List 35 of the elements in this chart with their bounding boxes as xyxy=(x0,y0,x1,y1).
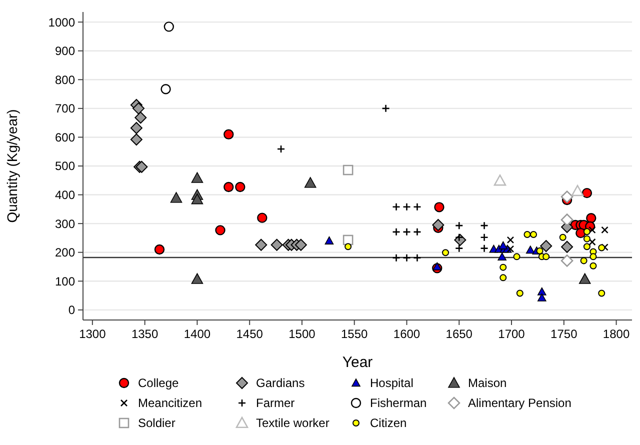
legend-label: Textile worker xyxy=(256,416,330,430)
legend-label: Alimentary Pension xyxy=(468,396,572,410)
x-tick-label: 1700 xyxy=(498,327,526,341)
legend-label: Maison xyxy=(468,376,507,390)
legend-label: College xyxy=(138,376,180,390)
legend-label: Soldier xyxy=(138,416,176,430)
x-axis-title: Year xyxy=(342,354,373,371)
y-tick-label: 600 xyxy=(54,130,76,144)
x-tick-label: 1500 xyxy=(288,327,316,341)
y-tick-label: 1000 xyxy=(48,15,76,30)
legend-label: Farmer xyxy=(256,396,295,410)
legend-label: Hospital xyxy=(370,376,414,390)
y-axis-title: Quantity (Kg/year) xyxy=(4,109,20,223)
y-tick-label: 900 xyxy=(54,44,76,58)
legend-label: Fisherman xyxy=(370,396,427,410)
x-tick-label: 1750 xyxy=(550,327,578,341)
legend-label: Meancitizen xyxy=(138,396,202,410)
x-tick-label: 1300 xyxy=(79,327,106,341)
y-tick-label: 100 xyxy=(54,274,76,288)
x-tick-label: 1650 xyxy=(446,327,473,341)
legend-label: Citizen xyxy=(370,416,407,430)
y-tick-label: 300 xyxy=(54,216,76,231)
x-tick-label: 1350 xyxy=(131,327,158,341)
x-tick-label: 1400 xyxy=(184,327,211,341)
x-tick-label: 1600 xyxy=(393,327,420,341)
legend-label: Gardians xyxy=(256,376,305,390)
y-tick-label: 500 xyxy=(54,159,76,174)
y-tick-label: 800 xyxy=(54,72,76,87)
x-tick-label: 1550 xyxy=(341,327,368,341)
y-tick-label: 400 xyxy=(54,188,76,202)
y-tick-label: 700 xyxy=(54,102,76,116)
y-tick-label: 200 xyxy=(54,246,76,260)
x-tick-label: 1800 xyxy=(602,327,630,341)
x-tick-label: 1450 xyxy=(236,327,264,341)
y-tick-label: 0 xyxy=(68,303,76,318)
